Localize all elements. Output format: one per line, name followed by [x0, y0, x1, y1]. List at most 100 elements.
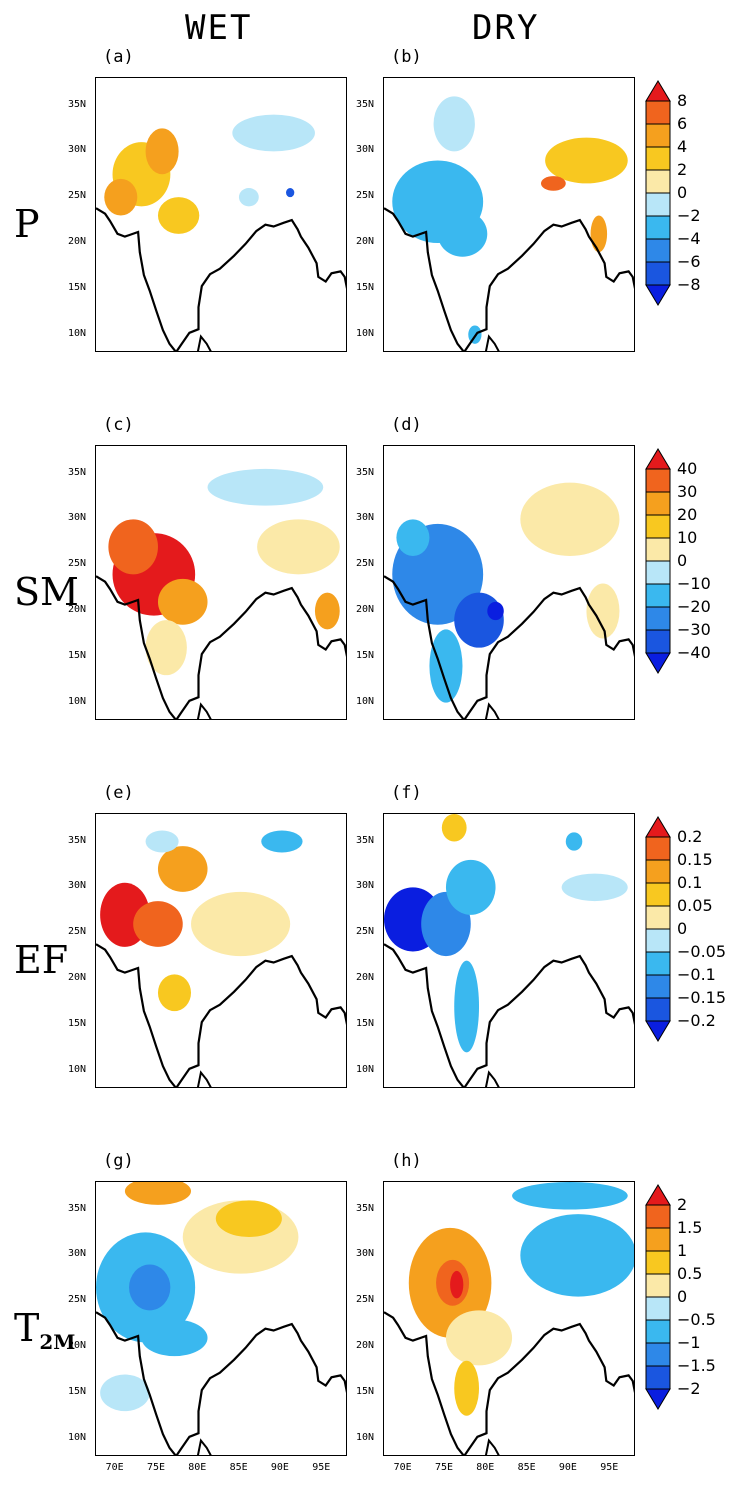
lat-tick-label: 30N	[68, 144, 87, 156]
colorbar-bin	[645, 238, 671, 263]
lat-tick-label: 20N	[356, 972, 375, 983]
anomaly-region	[191, 891, 291, 957]
colorbar-scale	[645, 1184, 671, 1410]
colorbar: 2 1.5 1 0.5 0 −0.5 −1 −1.5 −2	[645, 1183, 716, 1462]
colorbar-bin	[645, 629, 671, 654]
colorbar-bin	[645, 192, 671, 217]
map-canvas	[96, 830, 346, 1087]
anomaly-region	[129, 1264, 171, 1311]
lon-tick-label: 95E	[312, 1462, 331, 1473]
colorbar-tick-label: 0	[677, 1287, 688, 1306]
colorbar: 40 30 20 10 0 −10 −20 −30 −40	[645, 447, 711, 726]
anomaly-region	[207, 468, 324, 506]
lat-tick-label: 10N	[68, 327, 87, 339]
panel-label: (d)	[391, 415, 422, 435]
colorbar-min-arrow	[645, 1020, 671, 1042]
lat-tick-label: 10N	[68, 1431, 87, 1443]
lon-tick-label: 75E	[434, 1462, 454, 1473]
panel-label: (g)	[103, 1151, 134, 1171]
coastline	[96, 575, 346, 719]
colorbar-bin	[645, 1365, 671, 1390]
lat-tick-label: 15N	[356, 1385, 375, 1397]
anomaly-region	[520, 482, 620, 556]
colorbar: 0.2 0.15 0.1 0.05 0 −0.05 −0.1 −0.15 −0.2	[645, 815, 726, 1094]
lat-tick-label: 15N	[356, 281, 375, 293]
lat-tick-label: 20N	[68, 604, 87, 615]
lat-tick-label: 15N	[68, 1385, 87, 1397]
colorbar-min-arrow	[645, 652, 671, 674]
colorbar-tick-label: −10	[677, 574, 711, 593]
sri-lanka-outline	[484, 1070, 500, 1087]
colorbar-bin	[645, 583, 671, 608]
lat-tick-label: 35N	[68, 98, 87, 110]
lat-tick-label: 25N	[68, 1294, 87, 1306]
lat-tick-label: 30N	[356, 512, 375, 524]
colorbar-max-arrow	[645, 816, 671, 838]
lat-tick-label: 10N	[68, 695, 87, 707]
coastline	[96, 207, 346, 351]
lon-tick-label: 80E	[476, 1462, 495, 1473]
colorbar-tick-label: 20	[677, 505, 698, 524]
colorbar-bin	[645, 123, 671, 148]
anomaly-region	[157, 578, 208, 625]
anomaly-region	[157, 846, 208, 892]
lon-tick-label: 90E	[558, 1462, 577, 1473]
column-title-dry: DRY	[472, 8, 540, 48]
sri-lanka-outline	[196, 1070, 212, 1087]
colorbar-bin	[645, 928, 671, 953]
lat-tick-label: 10N	[356, 1063, 375, 1075]
colorbar-scale	[645, 80, 671, 306]
colorbar-tick-label: 4	[677, 137, 688, 156]
colorbar-tick-label: −0.05	[677, 942, 727, 961]
anomaly-region	[215, 1200, 282, 1237]
colorbar-tick-label: −8	[677, 275, 701, 294]
colorbar-tick-label: 0.2	[677, 827, 703, 846]
lat-tick-label: 25N	[68, 926, 87, 938]
colorbar-bin	[645, 537, 671, 562]
anomaly-region	[454, 960, 480, 1053]
anomaly-region	[145, 128, 179, 175]
lat-tick-label: 35N	[356, 1202, 375, 1214]
panel-label: (e)	[103, 783, 134, 803]
lat-tick-label: 30N	[68, 1248, 87, 1260]
colorbar-bin	[645, 1319, 671, 1344]
colorbar-tick-label: −0.1	[677, 965, 716, 984]
colorbar-min-arrow	[645, 284, 671, 306]
colorbar-bin	[645, 1273, 671, 1298]
lat-tick-label: 35N	[356, 466, 375, 478]
colorbar-scale	[645, 816, 671, 1042]
colorbar-tick-label: −0.5	[677, 1310, 716, 1329]
colorbar-tick-label: 0.5	[677, 1264, 703, 1283]
colorbar-min-arrow	[645, 1388, 671, 1410]
colorbar-bin	[645, 859, 671, 884]
map-panel	[383, 1181, 635, 1456]
colorbar-tick-label: −1.5	[677, 1356, 716, 1375]
lat-tick-label: 20N	[356, 1340, 375, 1351]
lat-tick-label: 30N	[68, 512, 87, 524]
colorbar-tick-label: −2	[677, 206, 701, 225]
anomaly-region	[314, 592, 340, 630]
sri-lanka-outline	[196, 702, 212, 719]
colorbar-bin	[645, 1204, 671, 1229]
lat-tick-label: 35N	[68, 466, 87, 478]
lat-tick-label: 25N	[356, 558, 375, 570]
colorbar-bin	[645, 261, 671, 286]
lat-tick-label: 30N	[68, 880, 87, 892]
colorbar-bin	[645, 997, 671, 1022]
map-canvas	[96, 1182, 346, 1455]
colorbar-tick-label: 2	[677, 160, 688, 179]
anomaly-region	[145, 830, 179, 853]
map-canvas	[384, 482, 634, 719]
lon-tick-label: 85E	[229, 1462, 248, 1473]
anomaly-region	[257, 519, 340, 575]
colorbar-tick-label: 2	[677, 1195, 688, 1214]
anomaly-region	[445, 859, 496, 915]
colorbar-tick-label: −1	[677, 1333, 701, 1352]
lat-tick-label: 10N	[356, 1431, 375, 1443]
anomaly-region	[445, 1310, 513, 1366]
row-label-2: SM	[14, 570, 79, 614]
lat-tick-label: 25N	[356, 1294, 375, 1306]
colorbar-tick-label: 0.1	[677, 873, 703, 892]
colorbar-bin	[645, 468, 671, 493]
anomaly-region	[238, 188, 259, 207]
